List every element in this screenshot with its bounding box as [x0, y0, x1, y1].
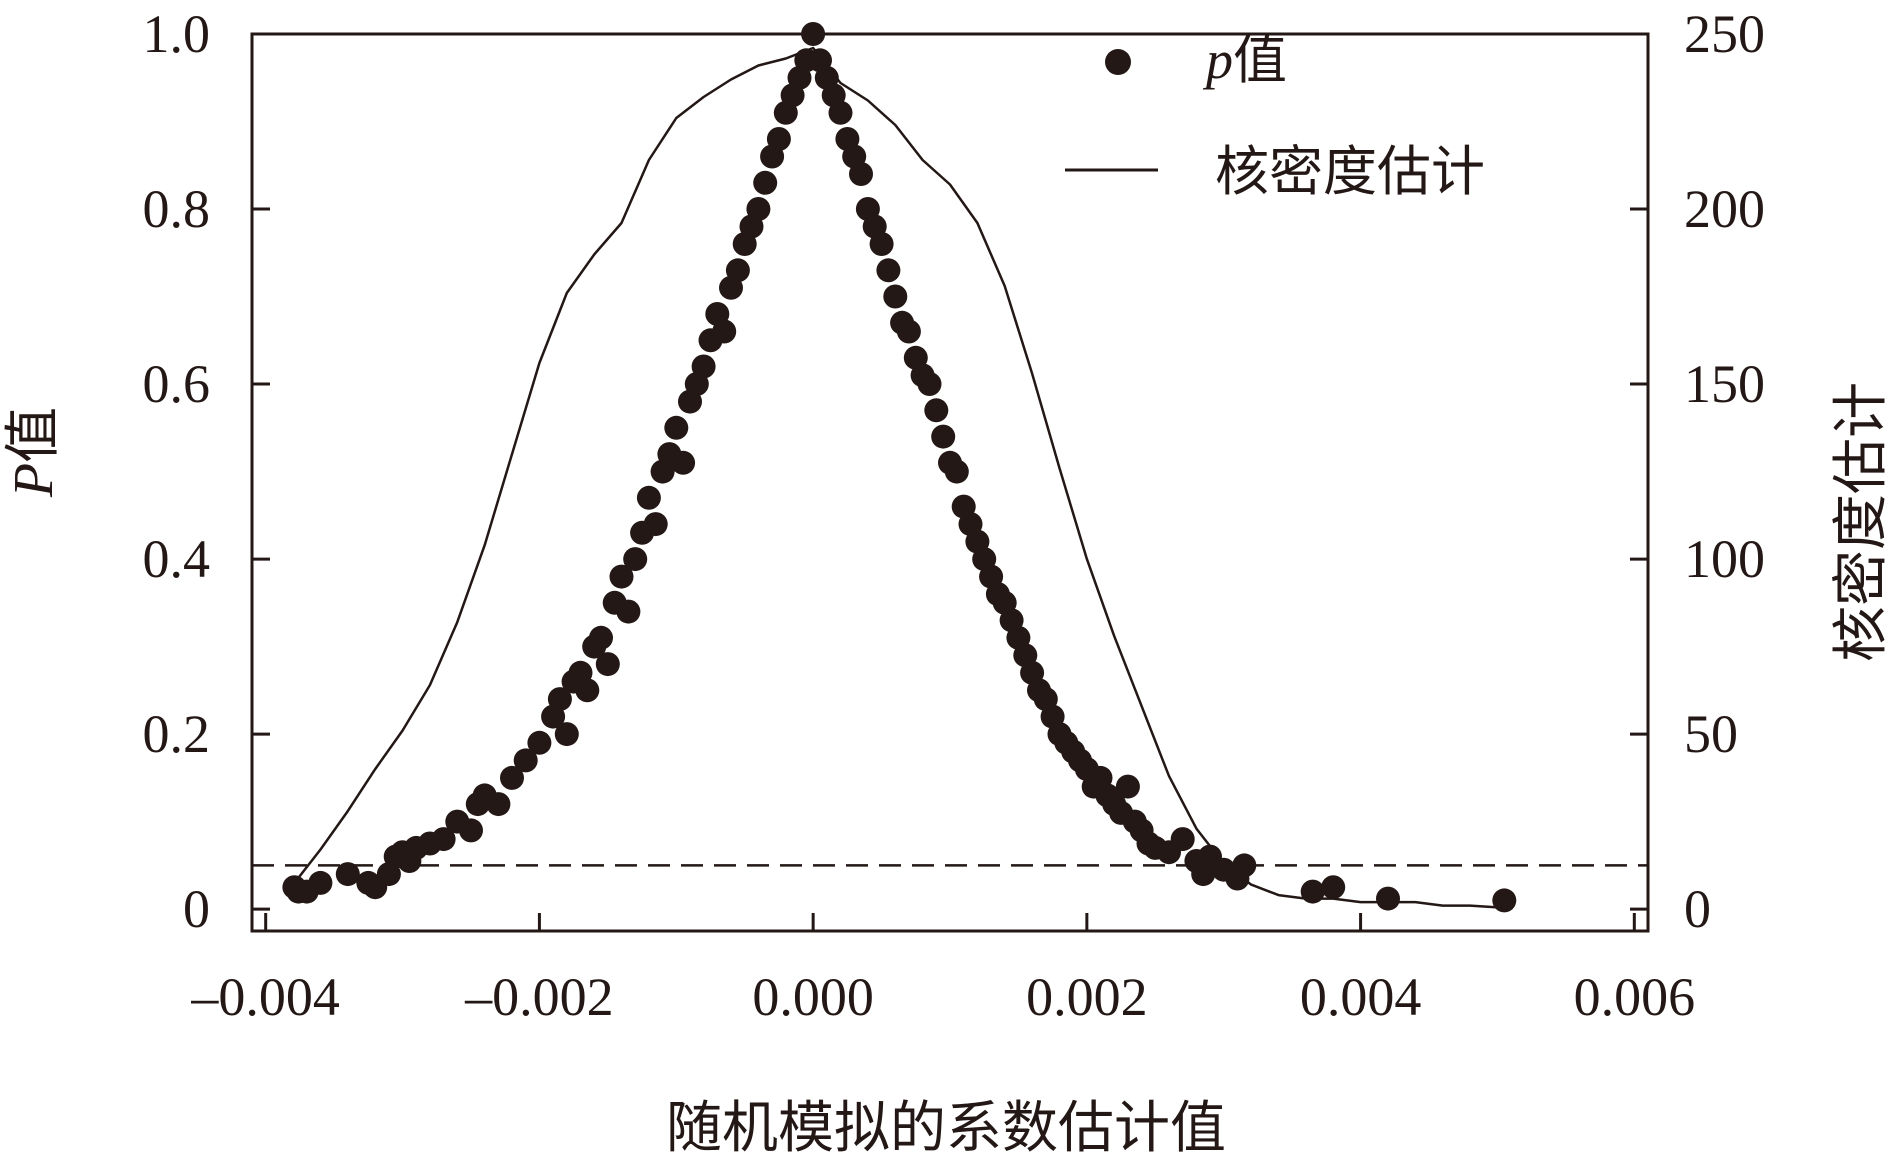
y-left-tick-label: 0.4 — [143, 529, 211, 589]
legend: p值 核密度估计 — [1065, 30, 1485, 202]
y-axis-left-title-rest: 值 — [3, 407, 65, 463]
pvalue-point — [486, 792, 511, 817]
y-left-tick-label: 0 — [183, 879, 210, 939]
pvalue-point — [753, 170, 778, 195]
y-right-tick-label: 0 — [1684, 879, 1711, 939]
pvalue-point — [623, 547, 648, 572]
pvalue-point — [766, 127, 791, 151]
pvalue-point — [335, 862, 360, 887]
x-tick-label: –0.002 — [464, 967, 614, 1027]
pvalue-point — [1321, 875, 1346, 900]
pvalue-point — [746, 197, 771, 221]
pvalue-point — [1232, 853, 1257, 878]
kde-line — [292, 46, 1498, 909]
pvalue-point — [883, 284, 908, 309]
y-right-tick-label: 150 — [1684, 354, 1765, 414]
pvalue-point — [643, 512, 668, 537]
pvalue-point — [616, 599, 641, 624]
pvalue-point — [664, 415, 689, 440]
pvalue-series-layer — [282, 22, 1517, 913]
pvalue-point — [849, 162, 873, 186]
pvalue-point — [917, 372, 942, 396]
legend-marker-dot — [1105, 49, 1131, 75]
pvalue-point — [944, 459, 969, 484]
legend-label-pvalue: p值 — [1202, 30, 1287, 90]
pvalue-point — [1300, 879, 1325, 904]
y-right-tick-label: 100 — [1684, 529, 1765, 589]
x-axis-title: 随机模拟的系数估计值 — [666, 1098, 1226, 1160]
y-axis-right-title: 核密度估计 — [1831, 382, 1893, 662]
pvalue-point — [671, 450, 696, 475]
pvalue-point — [691, 354, 716, 379]
pvalue-point — [609, 564, 634, 589]
legend-label-pvalue-rest: 值 — [1233, 30, 1287, 90]
pvalue-point — [801, 22, 826, 46]
pvalue-point — [513, 748, 538, 773]
x-tick-label: 0.004 — [1300, 967, 1422, 1027]
y-axis-left-title-italic: P — [3, 463, 65, 498]
pvalue-point — [828, 100, 853, 125]
axes-layer: –0.004 –0.002 0.000 0.002 0.004 0.006 0 0.2 0.4 0… — [143, 4, 1766, 1027]
pvalue-point — [1376, 886, 1400, 911]
y-left-tick-label: 0.6 — [143, 354, 211, 414]
pvalue-point — [575, 678, 600, 703]
pvalue-point — [1492, 888, 1517, 913]
pvalue-point — [712, 319, 737, 344]
pvalue-point — [924, 398, 949, 423]
plot-border — [250, 32, 1650, 933]
legend-label-kde: 核密度估计 — [1215, 142, 1485, 202]
legend-label-pvalue-italic: p — [1202, 30, 1233, 90]
y-axis-left-title: P值 — [3, 407, 65, 498]
pvalue-point — [527, 730, 552, 755]
pvalue-point — [636, 485, 661, 510]
pvalue-point — [595, 652, 620, 677]
pvalue-point — [1115, 774, 1140, 799]
y-right-tick-label: 200 — [1684, 179, 1765, 239]
kde-series-layer — [292, 46, 1498, 909]
pvalue-point — [554, 722, 579, 747]
plot-frame — [250, 32, 1650, 933]
x-tick-label: 0.002 — [1026, 967, 1148, 1027]
pvalue-point — [500, 765, 524, 790]
pvalue-point — [589, 625, 613, 650]
pvalue-point — [869, 232, 894, 256]
y-right-tick-label: 250 — [1684, 4, 1765, 64]
pvalue-point — [931, 424, 956, 449]
pvalue-point — [459, 818, 483, 843]
y-left-tick-label: 1.0 — [143, 4, 211, 64]
pvalue-point — [725, 258, 750, 283]
pvalue-point — [431, 827, 456, 852]
y-left-tick-label: 0.8 — [143, 179, 211, 239]
pvalue-point — [876, 258, 901, 283]
pvalue-point — [896, 319, 921, 344]
pvalue-point — [308, 870, 333, 895]
x-tick-label: –0.004 — [190, 967, 340, 1027]
pvalue-point — [547, 687, 572, 712]
x-tick-label: 0.006 — [1574, 967, 1696, 1027]
y-right-tick-label: 50 — [1684, 704, 1738, 764]
y-left-tick-label: 0.2 — [143, 704, 211, 764]
pvalue-point — [1170, 827, 1195, 852]
x-tick-label: 0.000 — [752, 967, 874, 1027]
